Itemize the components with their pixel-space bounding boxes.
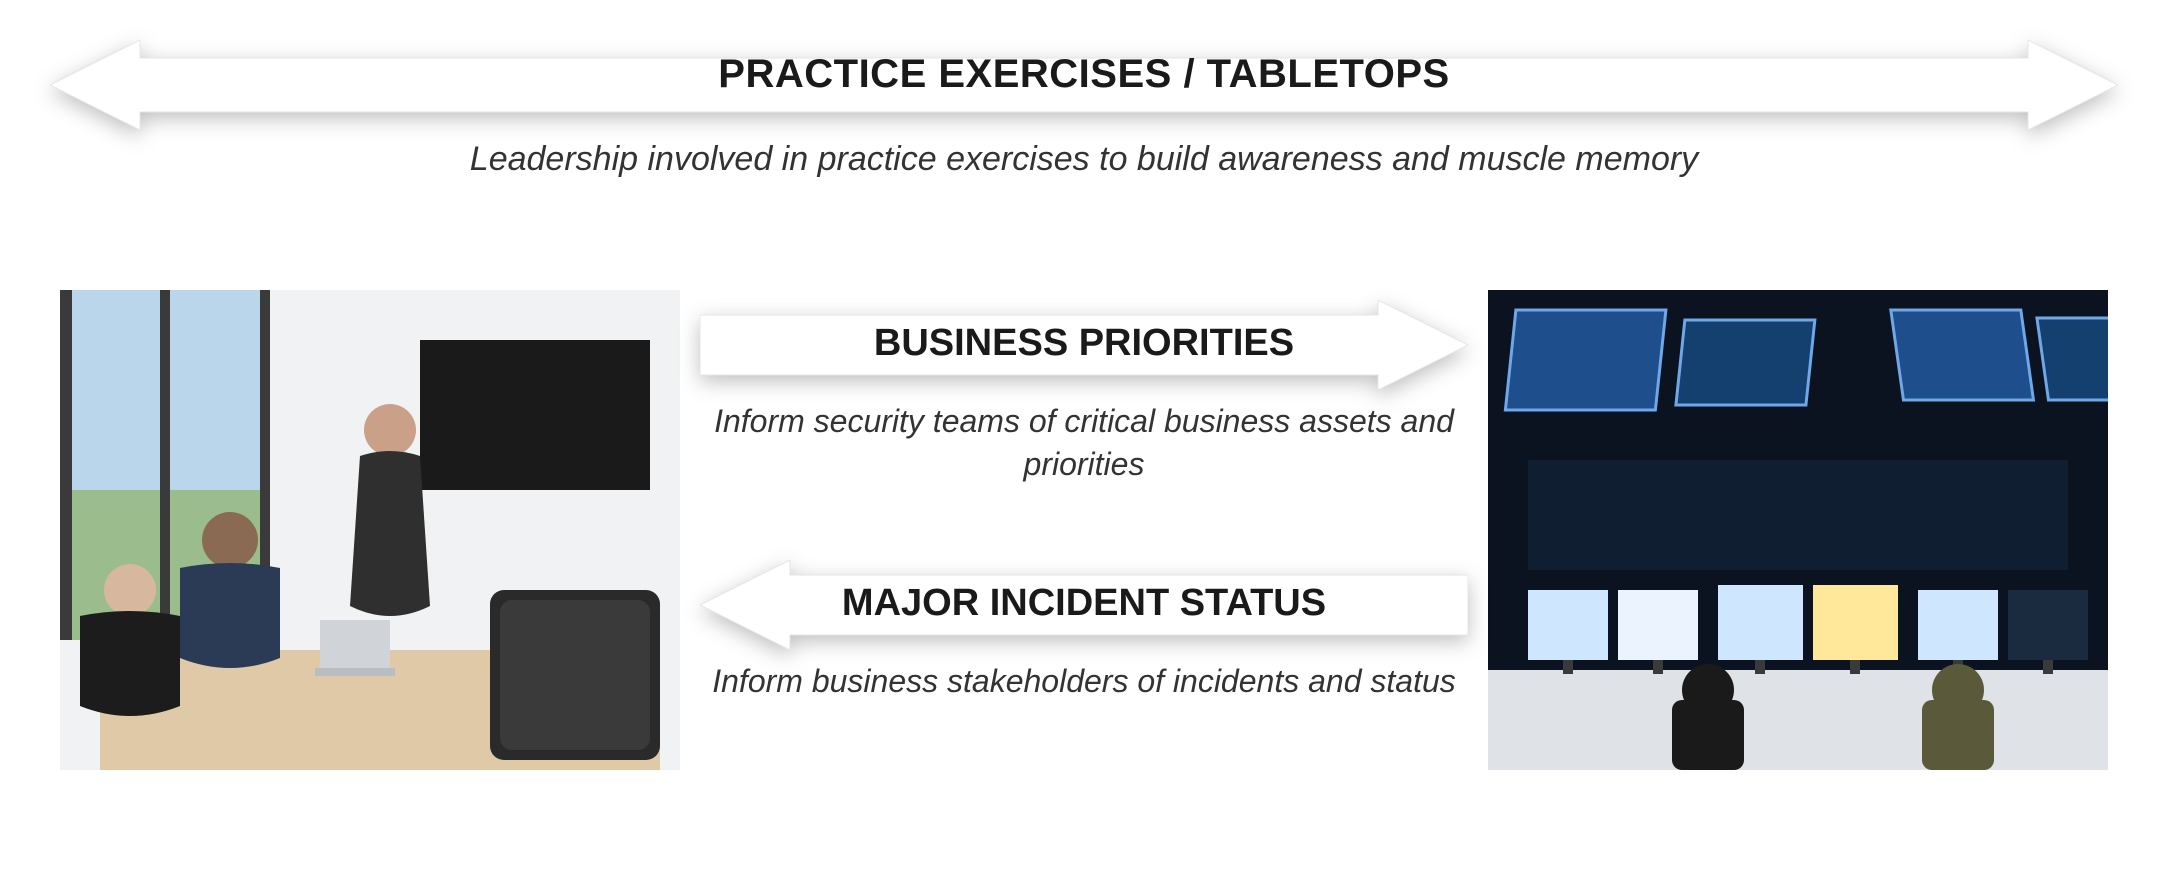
business-priorities-subtitle: Inform security teams of critical busine… xyxy=(700,400,1468,486)
business-priorities-title: BUSINESS PRIORITIES xyxy=(700,322,1468,365)
top-arrow-title: PRACTICE EXERCISES / TABLETOPS xyxy=(0,52,2168,97)
soc-photo xyxy=(1488,290,2108,770)
soc-illustration xyxy=(1488,290,2108,770)
major-incident-title: MAJOR INCIDENT STATUS xyxy=(700,582,1468,625)
business-priorities-arrow: BUSINESS PRIORITIES xyxy=(700,300,1468,390)
major-incident-arrow: MAJOR INCIDENT STATUS xyxy=(700,560,1468,650)
meeting-illustration xyxy=(60,290,680,770)
business-meeting-photo xyxy=(60,290,680,770)
top-arrow-subtitle: Leadership involved in practice exercise… xyxy=(0,140,2168,179)
major-incident-subtitle: Inform business stakeholders of incident… xyxy=(700,660,1468,703)
